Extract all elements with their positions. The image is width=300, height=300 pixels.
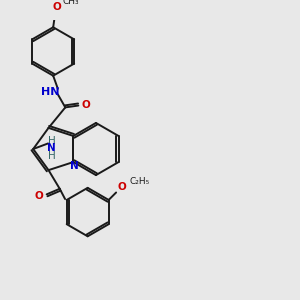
Text: O: O: [117, 182, 126, 192]
Text: CH₃: CH₃: [62, 0, 79, 6]
Text: C₂H₅: C₂H₅: [129, 177, 149, 186]
Text: N: N: [47, 143, 56, 153]
Text: N: N: [70, 161, 79, 171]
Text: HN: HN: [41, 88, 60, 98]
Text: O: O: [81, 100, 90, 110]
Text: H: H: [48, 151, 56, 160]
Text: H: H: [48, 136, 56, 146]
Text: O: O: [35, 191, 44, 201]
Text: O: O: [52, 2, 61, 12]
